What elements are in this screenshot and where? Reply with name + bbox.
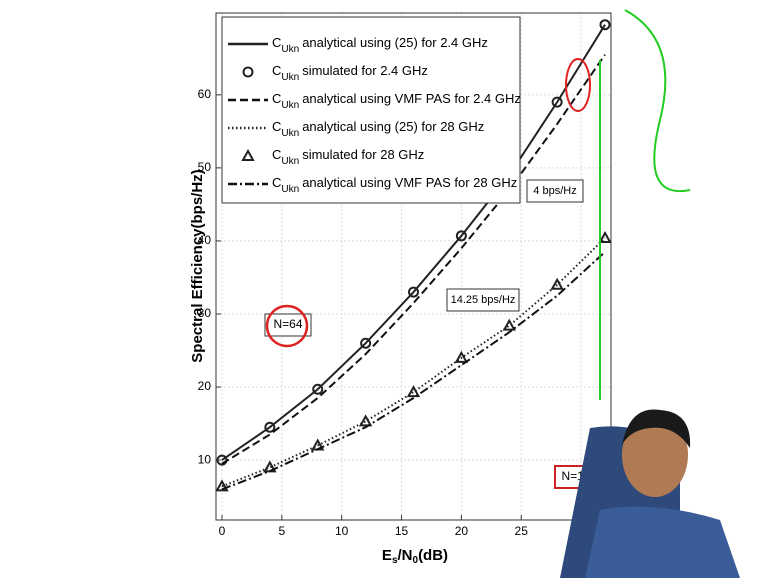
x-tick-label: 25 (515, 524, 529, 538)
x-tick-label: 15 (395, 524, 409, 538)
legend-text: C (272, 91, 281, 106)
y-tick-label: 20 (198, 379, 212, 393)
legend-text: C (272, 119, 281, 134)
legend-text: simulated for 28 GHz (302, 147, 424, 162)
x-label-main: E (382, 547, 392, 564)
legend-text: analytical using (25) for 2.4 GHz (302, 35, 488, 50)
legend-text: Ukn (281, 44, 299, 55)
x-tick-label: 5 (278, 524, 285, 538)
legend-text: analytical using VMF PAS for 28 GHz (302, 175, 517, 190)
x-label-mid: /N (398, 547, 413, 564)
y-axis-label: Spectral Efficiency(bps/Hz) (189, 169, 206, 362)
legend-text: Ukn (281, 72, 299, 83)
legend-text: Ukn (281, 128, 299, 139)
x-tick-label: 20 (455, 524, 469, 538)
y-tick-label: 10 (198, 452, 212, 466)
legend-text: C (272, 35, 281, 50)
x-tick-label: 10 (335, 524, 349, 538)
legend-text: Ukn (281, 184, 299, 195)
legend-text: simulated for 2.4 GHz (302, 63, 428, 78)
legend-text: Ukn (281, 100, 299, 111)
screenshot: 051015202530102030405060 Spectral Effici… (0, 0, 767, 578)
legend-text: Ukn (281, 156, 299, 167)
annotation: N=64 (273, 317, 302, 331)
legend-text: C (272, 63, 281, 78)
annotation: 14.25 bps/Hz (451, 294, 516, 306)
legend-text: C (272, 147, 281, 162)
y-tick-label: 60 (198, 87, 212, 101)
legend-text: C (272, 175, 281, 190)
x-tick-label: 0 (219, 524, 226, 538)
legend-text: analytical using VMF PAS for 2.4 GHz (302, 91, 521, 106)
x-label-unit: (dB) (418, 547, 448, 564)
legend-text: analytical using (25) for 28 GHz (302, 119, 484, 134)
annotation: 4 bps/Hz (533, 185, 576, 197)
